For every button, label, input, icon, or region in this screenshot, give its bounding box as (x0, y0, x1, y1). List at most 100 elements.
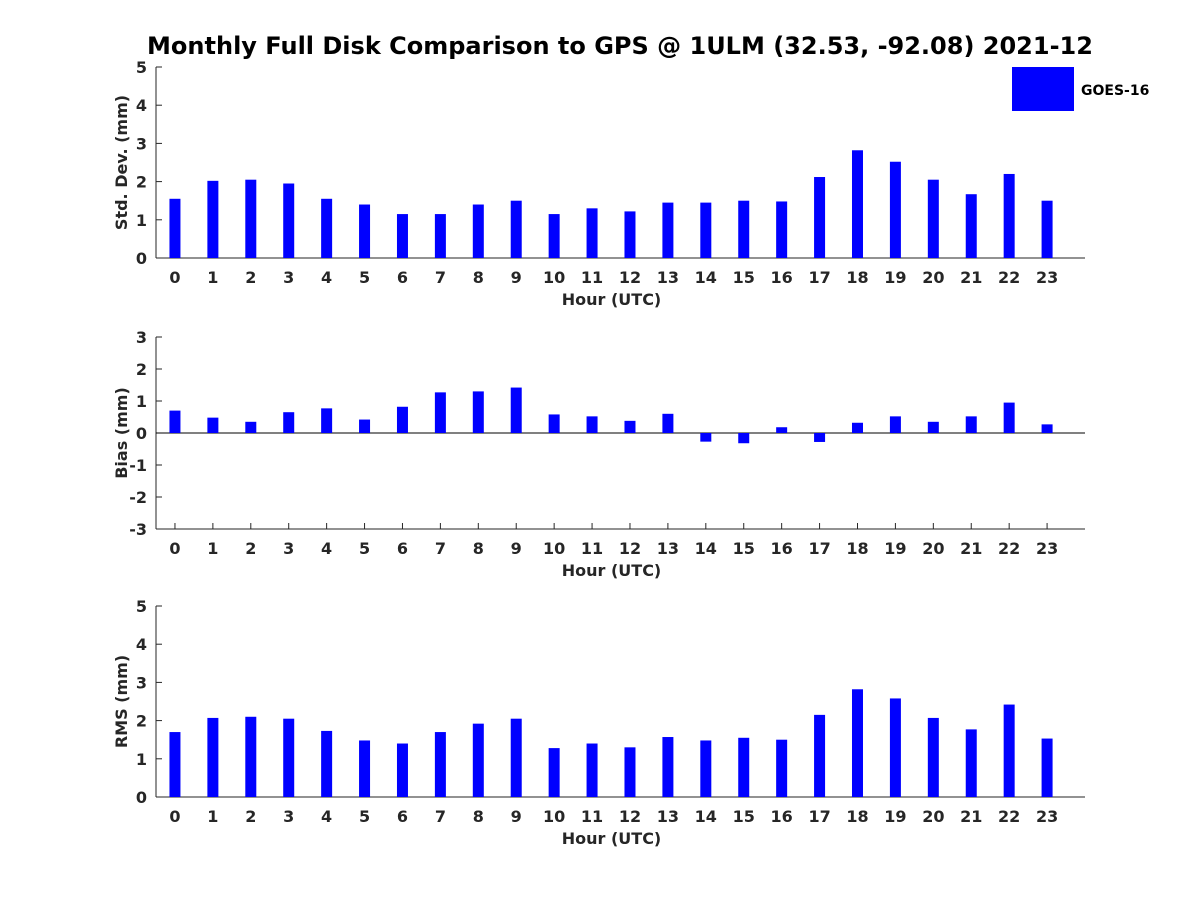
bar-hour-15 (738, 737, 750, 797)
x-tick-label: 16 (771, 807, 793, 826)
x-tick-label: 21 (960, 268, 982, 287)
y-tick-label: 5 (136, 597, 147, 616)
bar-hour-12 (624, 747, 636, 797)
bar-hour-19 (889, 161, 901, 258)
x-tick-label: 6 (397, 807, 408, 826)
x-tick-label: 5 (359, 807, 370, 826)
bar-hour-5 (359, 740, 371, 797)
bar-hour-17 (814, 177, 826, 258)
bar-hour-16 (776, 739, 788, 797)
bar-hour-2 (245, 179, 257, 258)
bar-hour-19 (889, 416, 901, 433)
bar-hour-3 (283, 718, 295, 797)
bar-hour-23 (1041, 200, 1053, 258)
y-tick-label: 0 (136, 249, 147, 268)
x-tick-label: 11 (581, 539, 603, 558)
bar-hour-16 (776, 201, 788, 258)
x-axis-label: Hour (UTC) (562, 561, 662, 580)
y-tick-label: 0 (136, 788, 147, 807)
y-tick-label: -2 (129, 488, 147, 507)
y-tick-label: 2 (136, 173, 147, 192)
bar-hour-10 (548, 414, 560, 433)
x-tick-label: 12 (619, 807, 641, 826)
x-tick-label: 4 (321, 539, 332, 558)
x-tick-label: 21 (960, 807, 982, 826)
bar-hour-0 (169, 410, 181, 433)
bar-hour-3 (283, 183, 295, 258)
bar-hour-19 (889, 698, 901, 797)
bar-hour-20 (927, 717, 939, 797)
bar-hour-9 (510, 387, 522, 433)
x-tick-label: 9 (511, 807, 522, 826)
bar-hour-15 (738, 200, 750, 258)
bar-hour-16 (776, 427, 788, 433)
bar-hour-9 (510, 718, 522, 797)
bar-hour-8 (472, 723, 484, 797)
bar-hour-10 (548, 748, 560, 797)
x-tick-label: 15 (733, 268, 755, 287)
x-tick-label: 2 (245, 268, 256, 287)
bar-hour-5 (359, 204, 371, 258)
bar-hour-13 (662, 202, 674, 258)
y-tick-label: 4 (136, 635, 147, 654)
bar-hour-22 (1003, 173, 1015, 258)
x-tick-label: 12 (619, 268, 641, 287)
bar-hour-14 (700, 202, 712, 258)
x-tick-label: 3 (283, 539, 294, 558)
legend: GOES-16 (1012, 67, 1149, 111)
x-tick-label: 6 (397, 539, 408, 558)
bar-hour-21 (965, 729, 977, 797)
x-tick-label: 20 (922, 268, 944, 287)
bar-hour-12 (624, 420, 636, 433)
bar-hour-22 (1003, 704, 1015, 797)
x-tick-label: 5 (359, 268, 370, 287)
x-tick-label: 20 (922, 807, 944, 826)
bar-hour-9 (510, 200, 522, 258)
y-tick-label: 3 (136, 673, 147, 692)
bar-hour-1 (207, 180, 219, 258)
bar-hour-14 (700, 740, 712, 797)
y-tick-label: 2 (136, 712, 147, 731)
bar-hour-1 (207, 417, 219, 433)
bar-hour-23 (1041, 738, 1053, 797)
y-tick-label: 1 (136, 211, 147, 230)
bar-hour-17 (814, 714, 826, 797)
bar-hour-0 (169, 732, 181, 797)
x-tick-label: 16 (771, 539, 793, 558)
y-tick-label: 2 (136, 360, 147, 379)
bar-hour-10 (548, 214, 560, 258)
y-tick-label: -3 (129, 520, 147, 539)
bar-hour-1 (207, 717, 219, 797)
bar-hour-6 (396, 214, 408, 258)
bar-hour-7 (434, 392, 446, 433)
x-tick-label: 0 (169, 268, 180, 287)
bar-hour-2 (245, 421, 257, 433)
x-tick-label: 17 (808, 807, 830, 826)
bar-hour-7 (434, 214, 446, 258)
x-tick-label: 10 (543, 268, 565, 287)
bar-hour-6 (396, 406, 408, 433)
x-tick-label: 15 (733, 807, 755, 826)
bar-hour-6 (396, 743, 408, 797)
legend-swatch-goes-16 (1012, 67, 1074, 111)
bar-hour-18 (851, 689, 863, 797)
y-axis-label: Std. Dev. (mm) (112, 95, 131, 230)
x-tick-label: 14 (695, 807, 717, 826)
bar-hour-20 (927, 421, 939, 433)
bar-hour-5 (359, 419, 371, 433)
x-tick-label: 18 (846, 268, 868, 287)
bar-hour-3 (283, 412, 295, 433)
y-tick-label: 1 (136, 750, 147, 769)
x-axis-label: Hour (UTC) (562, 829, 662, 848)
x-tick-label: 4 (321, 268, 332, 287)
bar-hour-22 (1003, 402, 1015, 433)
bar-hour-13 (662, 737, 674, 797)
bar-hour-21 (965, 416, 977, 433)
x-tick-label: 19 (884, 807, 906, 826)
x-tick-label: 8 (473, 807, 484, 826)
